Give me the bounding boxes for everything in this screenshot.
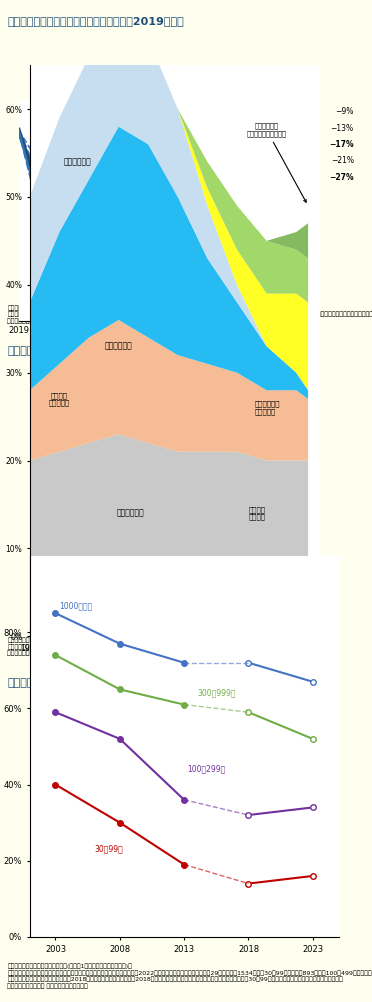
Text: 図表１　公的年金の給付水準の見通し（対2019年度）: 図表１ 公的年金の給付水準の見通し（対2019年度） <box>7 16 184 26</box>
Text: −27%: −27% <box>329 173 354 182</box>
Text: （注１）　企業規模は常用雇用者数(無期か1か月以上の有期の雇用者)。
（注２）　企業数の比率であり、加入者数の比率ではない。労働力調査による2022年平均の雇用: （注１） 企業規模は常用雇用者数(無期か1か月以上の有期の雇用者)。 （注２） … <box>7 964 372 989</box>
Text: （注１）　経済前提がケースⅢで人口前提が中位の場合。
（注２）　太線は、いわゆるモデル世帯の所得代替率の低下率と同じ。年527万円は男性の厚生年金加入者の標準報: （注１） 経済前提がケースⅢで人口前提が中位の場合。 （注２） 太線は、いわゆる… <box>7 305 372 324</box>
Text: ↓男性平均年収(年527万)の世帯: ↓男性平均年収(年527万)の世帯 <box>215 141 291 148</box>
Text: 30〜99人: 30〜99人 <box>94 845 123 854</box>
Text: −21%: −21% <box>331 156 354 165</box>
Text: 公務員共済等: 公務員共済等 <box>63 157 91 166</box>
Text: 確定給付
企業年金: 確定給付 企業年金 <box>249 506 266 520</box>
Text: ↓男性平均年収の４倍の世帯: ↓男性平均年収の４倍の世帯 <box>215 108 274 115</box>
Text: 適格退職年金: 適格退職年金 <box>116 509 144 518</box>
Text: 100〜299人: 100〜299人 <box>187 765 225 774</box>
Text: 図表３　企業年金等の実施率（企業規模別）: 図表３ 企業年金等の実施率（企業規模別） <box>7 678 140 688</box>
Text: 図表２　企業年金等の加入率（対雇用者数）: 図表２ 企業年金等の加入率（対雇用者数） <box>7 346 140 356</box>
Text: 中小企業
退職金共済: 中小企業 退職金共済 <box>49 392 70 406</box>
Text: −13%: −13% <box>331 124 354 133</box>
Text: （注１）　複数の制度への重複加入者数は不明のため、単純に合計している。そのため、合計の加入率は実態よりも高くなっている。
（注２）　中小企業退職金共済は年金では: （注１） 複数の制度への重複加入者数は不明のため、単純に合計している。そのため、… <box>7 637 232 656</box>
Text: 1000人以上: 1000人以上 <box>60 601 93 610</box>
Text: −9%: −9% <box>335 107 354 116</box>
Text: 確定拠出年金
（個人型・会社員等）: 確定拠出年金 （個人型・会社員等） <box>247 123 306 202</box>
Text: 厚生年金基金: 厚生年金基金 <box>105 342 132 351</box>
Text: 確定拠出年金
（企業型）: 確定拠出年金 （企業型） <box>255 401 280 415</box>
Text: 300〜999人: 300〜999人 <box>197 688 235 697</box>
Text: ↓男性平均年収の半額の世帯: ↓男性平均年収の半額の世帯 <box>215 157 274 164</box>
Text: −17%: −17% <box>329 140 354 149</box>
Text: ↓基礎年金のみの世帯: ↓基礎年金のみの世帯 <box>215 174 261 181</box>
Text: ↓男性平均年収の２倍の世帯: ↓男性平均年収の２倍の世帯 <box>215 125 274 132</box>
